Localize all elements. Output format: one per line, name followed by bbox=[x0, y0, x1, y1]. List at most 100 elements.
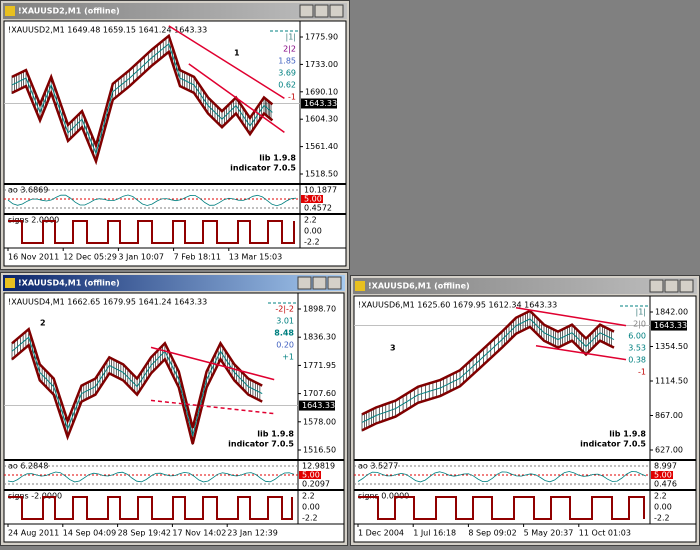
price-label: 1578.00 bbox=[303, 417, 336, 426]
price-label: 1771.95 bbox=[303, 361, 336, 370]
chart-window: !XAUUSD4,M1 (offline) !XAUUSD4,M1 1662.65… bbox=[0, 272, 348, 546]
price-label: 1842.00 bbox=[655, 308, 688, 317]
overlay-value: 2|2 bbox=[283, 45, 296, 54]
price-label: 1733.00 bbox=[305, 60, 338, 69]
price-label: 1690.10 bbox=[305, 87, 338, 96]
title-bar bbox=[3, 275, 345, 291]
date-label: 16 Nov 2011 bbox=[8, 253, 59, 262]
minimize-button[interactable] bbox=[299, 4, 314, 18]
overlay-value: 1.85 bbox=[278, 57, 296, 66]
date-label: 12 Dec 05:29 bbox=[63, 253, 117, 262]
signs-line bbox=[358, 496, 645, 520]
indicator-label: 5.00 bbox=[302, 471, 320, 480]
version-note: lib 1.9.8 bbox=[257, 430, 294, 439]
overlay-value: |1| bbox=[636, 308, 646, 317]
price-label: 1775.90 bbox=[305, 33, 338, 42]
minimize-button[interactable] bbox=[649, 279, 664, 293]
version-note: indicator 7.0.5 bbox=[580, 440, 646, 449]
chart-window: !XAUUSD2,M1 (offline) !XAUUSD2,M1 1649.48… bbox=[0, 0, 350, 270]
price-label: 1561.40 bbox=[305, 142, 338, 151]
overlay-value: |1| bbox=[286, 33, 296, 42]
date-label: 3 Jan 10:07 bbox=[118, 253, 164, 262]
indicator-label: 8.997 bbox=[654, 462, 677, 471]
maximize-button[interactable] bbox=[664, 279, 679, 293]
chart-window: !XAUUSD6,M1 (offline) !XAUUSD6,M1 1625.60… bbox=[350, 275, 700, 546]
price-label: 1114.50 bbox=[655, 377, 688, 386]
version-note: indicator 7.0.5 bbox=[228, 440, 294, 449]
band-lower bbox=[11, 343, 263, 445]
level-box bbox=[301, 195, 323, 203]
indicator-label: 12.9819 bbox=[302, 462, 335, 471]
title-bar bbox=[3, 3, 347, 19]
indicator-label: 0.476 bbox=[654, 480, 677, 489]
signs-label: 2.2 bbox=[654, 492, 667, 501]
maximize-button[interactable] bbox=[314, 4, 329, 18]
midline bbox=[11, 43, 273, 155]
signs-header: signs 0.0000 bbox=[358, 492, 409, 501]
price-label: 1518.50 bbox=[305, 170, 338, 179]
midline bbox=[361, 318, 615, 423]
chart-number: 3 bbox=[390, 344, 396, 353]
indicator-label: 0.2097 bbox=[302, 480, 330, 489]
maximize-button[interactable] bbox=[312, 276, 327, 290]
signs-label: 2.2 bbox=[304, 216, 317, 225]
overlay-value: 6.00 bbox=[628, 332, 646, 341]
minimize-button[interactable] bbox=[297, 276, 312, 290]
current-price: 1643.33 bbox=[302, 401, 335, 410]
level-box bbox=[651, 471, 673, 479]
date-label: 7 Feb 18:11 bbox=[174, 253, 221, 262]
price-label: 1516.50 bbox=[303, 446, 336, 455]
trend-line bbox=[168, 25, 285, 99]
band-upper bbox=[361, 309, 615, 416]
signs-header: signs -2.0000 bbox=[8, 492, 62, 501]
date-label: 24 Aug 2011 bbox=[8, 529, 59, 538]
current-price: 1643.33 bbox=[654, 321, 687, 330]
chart-header: !XAUUSD4,M1 1662.65 1679.95 1641.24 1643… bbox=[8, 298, 207, 307]
date-label: 17 Nov 14:02 bbox=[172, 529, 226, 538]
date-label: 23 Jan 12:39 bbox=[227, 529, 278, 538]
overlay-value: 0.38 bbox=[628, 356, 646, 365]
chart-header: !XAUUSD2,M1 1649.48 1659.15 1641.24 1643… bbox=[8, 26, 207, 35]
close-button[interactable] bbox=[329, 4, 344, 18]
window-title: !XAUUSD4,M1 (offline) bbox=[18, 279, 120, 288]
window-title: !XAUUSD6,M1 (offline) bbox=[368, 282, 470, 291]
signs-label: -2.2 bbox=[304, 238, 320, 247]
indicator-label: 5.00 bbox=[304, 195, 322, 204]
level-box bbox=[299, 471, 321, 479]
date-label: 13 Mar 15:03 bbox=[229, 253, 282, 262]
window-icon bbox=[5, 278, 15, 288]
window-icon bbox=[5, 6, 15, 16]
indicator-label: 5.00 bbox=[654, 471, 672, 480]
current-price-box bbox=[651, 320, 687, 331]
overlay-value: +1 bbox=[282, 353, 294, 362]
date-label: 14 Sep 04:09 bbox=[63, 529, 116, 538]
price-label: 867.00 bbox=[655, 411, 683, 420]
price-label: 627.00 bbox=[655, 446, 683, 455]
version-note: lib 1.9.8 bbox=[609, 430, 646, 439]
signs-label: -2.2 bbox=[302, 514, 318, 523]
indicator-label: 0.4572 bbox=[304, 204, 332, 213]
close-button[interactable] bbox=[679, 279, 694, 293]
signs-label: -2.2 bbox=[654, 514, 670, 523]
current-price: 1643.33 bbox=[304, 99, 337, 108]
close-button[interactable] bbox=[327, 276, 342, 290]
signs-line bbox=[8, 220, 295, 244]
indicator-label: 10.1877 bbox=[304, 186, 337, 195]
date-label: 5 May 20:37 bbox=[524, 529, 574, 538]
window-icon bbox=[355, 281, 365, 291]
chart-number: 1 bbox=[234, 49, 240, 58]
date-label: 8 Sep 09:02 bbox=[468, 529, 516, 538]
overlay-value: -1 bbox=[288, 93, 296, 102]
version-note: lib 1.9.8 bbox=[259, 154, 296, 163]
signs-line bbox=[8, 496, 293, 520]
signs-label: 0.00 bbox=[304, 227, 322, 236]
band-lower bbox=[11, 49, 274, 166]
overlay-value: 8.48 bbox=[274, 329, 294, 338]
current-price-box bbox=[301, 98, 337, 109]
price-label: 1604.30 bbox=[305, 115, 338, 124]
date-label: 11 Oct 01:03 bbox=[579, 529, 631, 538]
price-label: 1836.30 bbox=[303, 333, 336, 342]
trend-line bbox=[150, 346, 275, 381]
overlay-value: 2|0 bbox=[633, 320, 646, 329]
